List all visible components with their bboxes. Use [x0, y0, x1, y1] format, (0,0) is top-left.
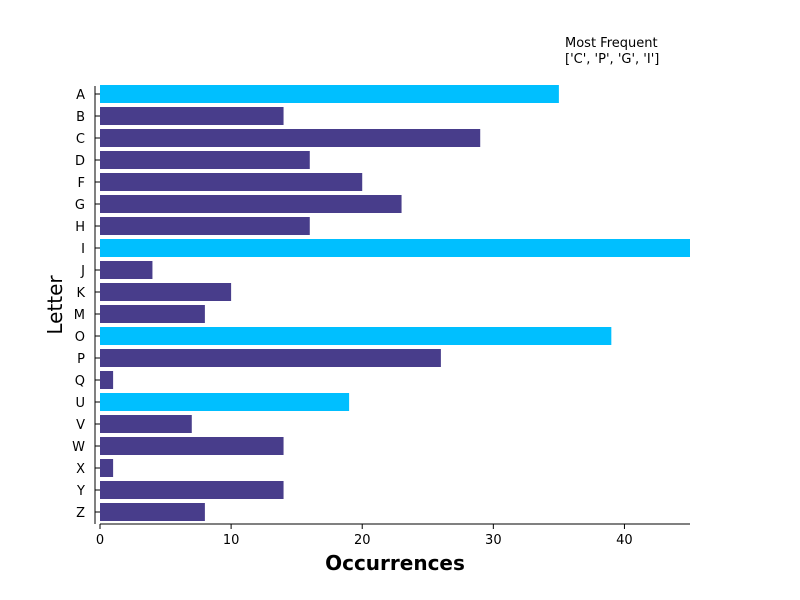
bar-f — [100, 173, 363, 191]
bar-i — [100, 239, 690, 257]
y-tick-label: A — [76, 88, 85, 103]
x-tick-label: 40 — [616, 533, 633, 548]
bar-o — [100, 327, 612, 345]
bar-p — [100, 349, 441, 367]
y-tick-label: P — [77, 352, 85, 367]
y-tick-label: U — [75, 396, 85, 411]
y-axis-label: Letter — [43, 275, 67, 335]
bar-z — [100, 503, 205, 521]
bar-c — [100, 129, 481, 147]
y-tick-label: V — [76, 418, 85, 433]
bar-x — [100, 459, 114, 477]
x-tick-label: 10 — [223, 533, 240, 548]
y-tick-label: W — [72, 440, 85, 455]
bar-y — [100, 481, 284, 499]
y-tick-label: D — [75, 154, 85, 169]
y-tick-label: K — [76, 286, 85, 301]
x-tick-label: 0 — [96, 533, 104, 548]
y-tick-label: B — [76, 110, 85, 125]
y-tick-label: F — [78, 176, 85, 191]
bar-h — [100, 217, 310, 235]
y-tick-label: X — [76, 462, 85, 477]
bar-k — [100, 283, 232, 301]
y-tick-label: H — [75, 220, 85, 235]
bar-w — [100, 437, 284, 455]
bar-v — [100, 415, 192, 433]
bar-q — [100, 371, 114, 389]
x-axis-label: Occurrences — [325, 551, 465, 575]
bar-u — [100, 393, 350, 411]
y-tick-label: C — [76, 132, 85, 147]
bar-d — [100, 151, 310, 169]
annotation-title: Most Frequent — [565, 36, 658, 51]
y-tick-label: J — [80, 264, 85, 279]
y-tick-label: G — [75, 198, 85, 213]
y-tick-label: M — [74, 308, 85, 323]
y-tick-label: Q — [75, 374, 85, 389]
y-tick-label: I — [81, 242, 85, 257]
bar-b — [100, 107, 284, 125]
x-tick-label: 30 — [485, 533, 502, 548]
bar-a — [100, 85, 559, 103]
y-tick-label: Z — [76, 506, 85, 521]
bar-m — [100, 305, 205, 323]
y-tick-label: O — [75, 330, 85, 345]
annotation-list: ['C', 'P', 'G', 'I'] — [565, 52, 659, 67]
bar-j — [100, 261, 153, 279]
bars-group — [100, 85, 690, 521]
x-axis-ticks: 0 10 20 30 40 — [96, 524, 633, 548]
x-tick-label: 20 — [354, 533, 371, 548]
bar-g — [100, 195, 402, 213]
y-tick-label: Y — [76, 484, 85, 499]
